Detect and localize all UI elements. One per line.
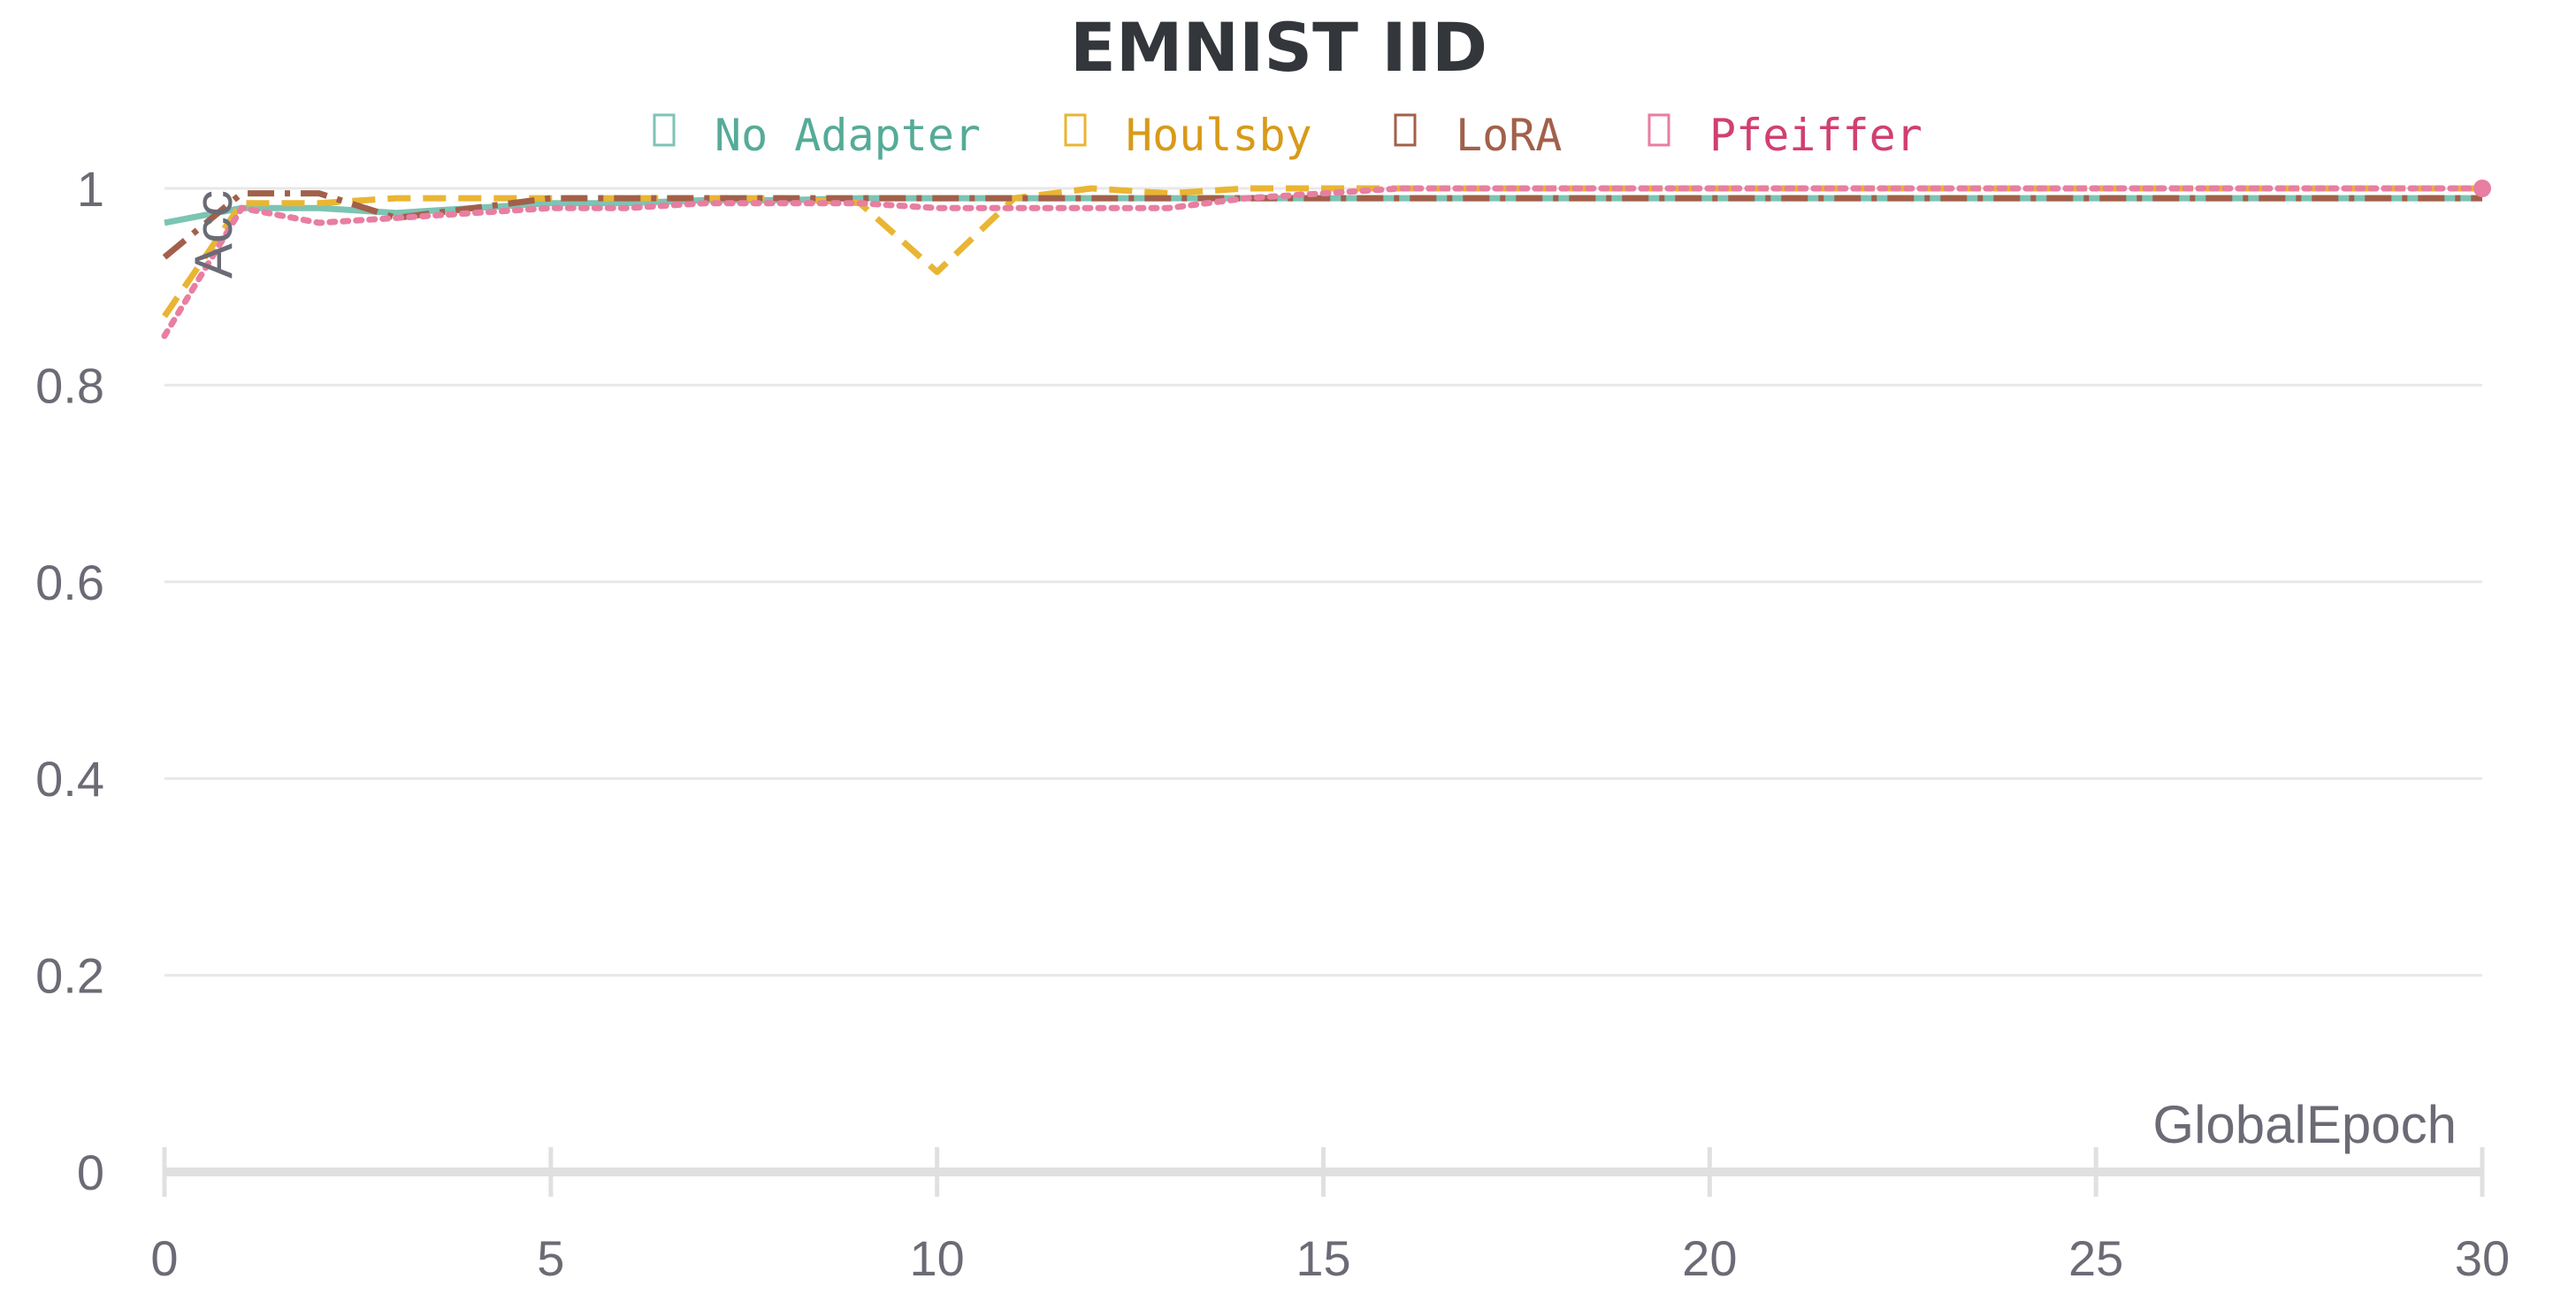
- x-tick-label: 25: [2068, 1230, 2123, 1286]
- legend-label: No Adapter: [715, 110, 981, 161]
- series-lines: [161, 180, 2491, 340]
- x-tick-label: 15: [1296, 1230, 1350, 1286]
- x-tick-label: 30: [2455, 1230, 2510, 1286]
- legend-label: Pfeiffer: [1709, 110, 1922, 161]
- y-tick-label: 0.6: [35, 555, 104, 610]
- legend-item-no-adapter: No Adapter: [653, 110, 981, 161]
- y-tick-label: 1: [77, 161, 104, 217]
- x-tick-label: 5: [537, 1230, 564, 1286]
- x-tick-label: 20: [1682, 1230, 1737, 1286]
- legend-label: Houlsby: [1126, 110, 1312, 161]
- y-tick-label: 0.8: [35, 357, 104, 413]
- legend-item-pfeiffer: Pfeiffer: [1647, 110, 1922, 161]
- legend-swatch: [1647, 113, 1670, 147]
- y-tick-label: 0.4: [35, 751, 104, 807]
- y-axis-ticks: 0 0.2 0.4 0.6 0.8 1: [35, 161, 104, 1200]
- x-axis-label: GlobalEpoch: [2152, 1095, 2457, 1154]
- legend-swatch: [653, 113, 676, 147]
- legend-item-houlsby: Houlsby: [1064, 110, 1312, 161]
- legend-label: LoRA: [1456, 110, 1562, 161]
- series-endpoint-marker: [2473, 180, 2491, 197]
- y-tick-label: 0: [77, 1145, 104, 1200]
- gridlines: [164, 187, 2482, 977]
- series-line-houlsby: [162, 185, 2482, 318]
- chart-title: EMNIST IID: [1070, 8, 1487, 87]
- x-tick-label: 0: [150, 1230, 178, 1286]
- legend-swatch: [1394, 113, 1417, 147]
- series-line-lora: [162, 190, 2482, 260]
- legend-swatch: [1064, 113, 1087, 147]
- legend: No Adapter Houlsby LoRA Pfeiffer: [653, 110, 1922, 161]
- series-line-pfeiffer: [161, 185, 2486, 340]
- y-tick-label: 0.2: [35, 948, 104, 1004]
- x-axis: 0 5 10 15 20 25 30: [150, 1147, 2510, 1286]
- y-axis-label: Acc: [184, 190, 243, 279]
- x-tick-label: 10: [910, 1230, 965, 1286]
- legend-item-lora: LoRA: [1394, 110, 1562, 161]
